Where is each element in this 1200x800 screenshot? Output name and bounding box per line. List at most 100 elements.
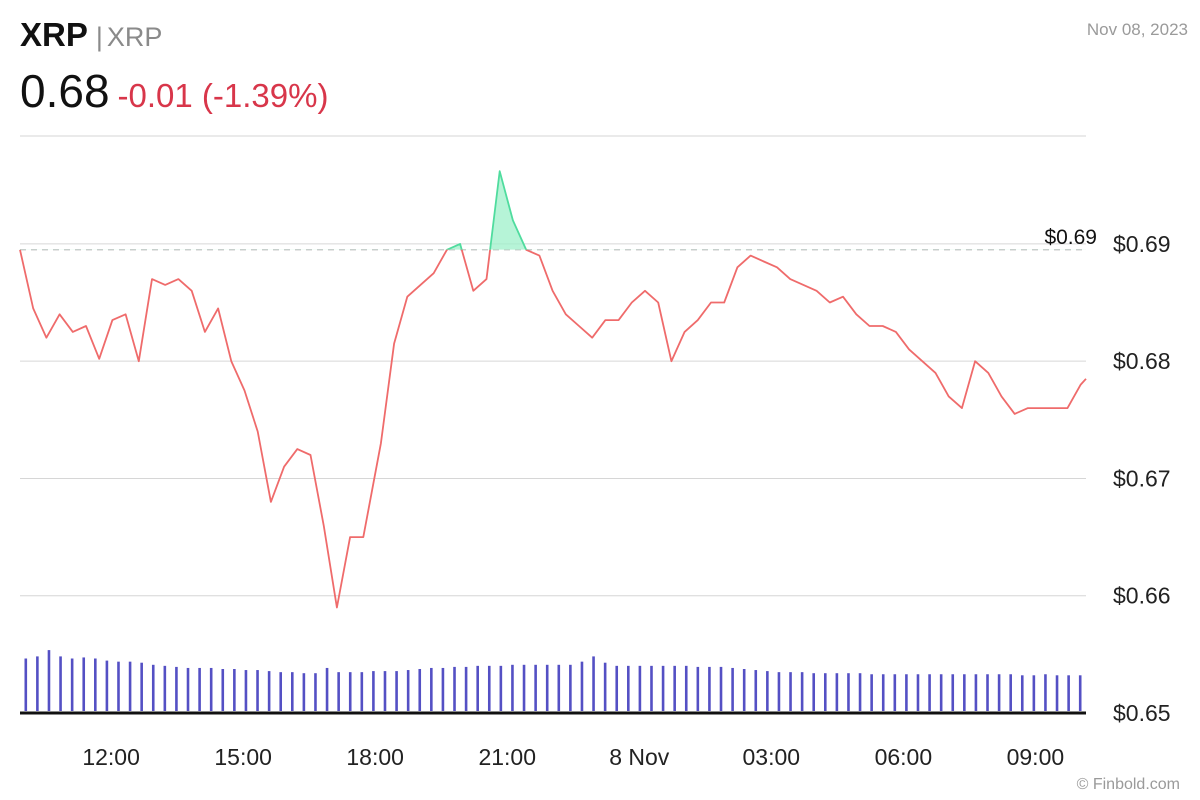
- volume-bar: [511, 664, 514, 711]
- volume-bar: [372, 671, 375, 711]
- volume-bar: [893, 674, 897, 711]
- price-series: [19, 170, 1087, 609]
- volume-bar: [464, 666, 468, 711]
- volume-bar: [974, 674, 978, 711]
- y-tick-label: $0.69: [1113, 231, 1171, 257]
- volume-bar: [140, 662, 143, 711]
- ticker-header: XRP | XRP: [20, 16, 162, 54]
- volume-bar: [221, 669, 225, 711]
- volume-bar: [36, 656, 39, 711]
- volume-bar: [1044, 674, 1047, 711]
- volume-bar: [418, 669, 422, 711]
- volume-bar: [963, 674, 966, 711]
- y-tick-label: $0.67: [1113, 465, 1171, 491]
- volume-bar: [766, 671, 769, 711]
- volume-bar: [430, 667, 433, 711]
- volume-bar: [395, 671, 398, 711]
- y-tick-label: $0.66: [1113, 583, 1171, 609]
- volume-bar: [360, 672, 364, 711]
- price-area-above: [446, 171, 527, 250]
- volume-bar: [267, 671, 271, 711]
- volume-bar: [534, 664, 537, 711]
- volume-bar: [870, 674, 873, 711]
- volume-bar: [615, 665, 619, 711]
- reference-label: $0.69: [1044, 226, 1097, 249]
- x-tick-label: 09:00: [1007, 744, 1065, 770]
- source-credit: © Finbold.com: [1076, 776, 1180, 793]
- volume-bar: [94, 658, 97, 711]
- volume-bar: [1067, 675, 1070, 711]
- current-price: 0.68: [20, 65, 110, 117]
- volume-bar: [302, 673, 306, 711]
- volume-bar: [916, 674, 920, 711]
- price-line-above: [20, 170, 529, 250]
- volume-bar: [175, 666, 178, 711]
- ticker-symbol: XRP: [20, 16, 88, 53]
- volume-bar: [789, 672, 792, 711]
- y-tick-label: $0.68: [1113, 348, 1171, 374]
- volume-bar: [1078, 675, 1082, 711]
- volume-bar: [314, 673, 317, 711]
- volume-bar: [290, 672, 294, 711]
- volume-bar: [881, 674, 885, 711]
- x-tick-label: 03:00: [743, 744, 801, 770]
- volume-bar: [325, 667, 329, 711]
- volume-bar: [186, 667, 190, 711]
- volume-bar: [603, 662, 607, 711]
- x-tick-label: 8 Nov: [609, 744, 670, 770]
- volume-bar: [939, 674, 943, 711]
- volume-bar: [1009, 674, 1012, 711]
- volume-bar: [244, 670, 248, 711]
- volume-bars: [24, 650, 1082, 711]
- volume-bar: [383, 671, 387, 711]
- title-separator: |: [95, 22, 103, 52]
- volume-bar: [951, 674, 955, 711]
- volume-bar: [673, 665, 676, 711]
- volume-bar: [557, 664, 561, 711]
- volume-bar: [47, 650, 51, 711]
- volume-bar: [661, 665, 665, 711]
- volume-bar: [742, 669, 746, 711]
- x-tick-label: 06:00: [875, 744, 933, 770]
- volume-bar: [233, 669, 236, 711]
- volume-bar: [279, 672, 283, 711]
- volume-bar: [209, 667, 213, 711]
- grid-lines: [20, 135, 1086, 715]
- volume-bar: [337, 672, 340, 711]
- price-row: 0.68 -0.01 (-1.39%): [20, 64, 328, 118]
- volume-bar: [1032, 675, 1036, 711]
- volume-bar: [406, 670, 410, 711]
- volume-bar: [997, 674, 1001, 711]
- volume-bar: [627, 665, 630, 711]
- volume-bar: [823, 673, 827, 711]
- volume-bar: [696, 666, 700, 711]
- volume-bar: [650, 665, 653, 711]
- volume-bar: [441, 667, 445, 711]
- volume-bar: [928, 674, 931, 711]
- volume-bar: [777, 672, 781, 711]
- volume-bar: [847, 673, 850, 711]
- volume-bar: [453, 666, 456, 711]
- volume-bar: [1055, 675, 1059, 711]
- volume-bar: [800, 672, 804, 711]
- volume-bar: [719, 666, 723, 711]
- ticker-name: XRP: [106, 22, 163, 52]
- x-tick-label: 15:00: [214, 744, 272, 770]
- price-line-below: [19, 249, 1087, 609]
- volume-bar: [151, 664, 155, 711]
- volume-bar: [522, 664, 526, 711]
- volume-bar: [731, 667, 734, 711]
- volume-bar: [580, 661, 584, 711]
- volume-bar: [105, 660, 109, 711]
- volume-bar: [70, 658, 74, 711]
- price-change: -0.01 (-1.39%): [117, 77, 329, 114]
- volume-bar: [812, 673, 816, 711]
- volume-bar: [476, 665, 479, 711]
- volume-bar: [487, 665, 491, 711]
- volume-bar: [569, 664, 572, 711]
- volume-bar: [24, 658, 28, 711]
- volume-bar: [128, 661, 132, 711]
- volume-bar: [835, 673, 839, 711]
- volume-bar: [82, 657, 86, 711]
